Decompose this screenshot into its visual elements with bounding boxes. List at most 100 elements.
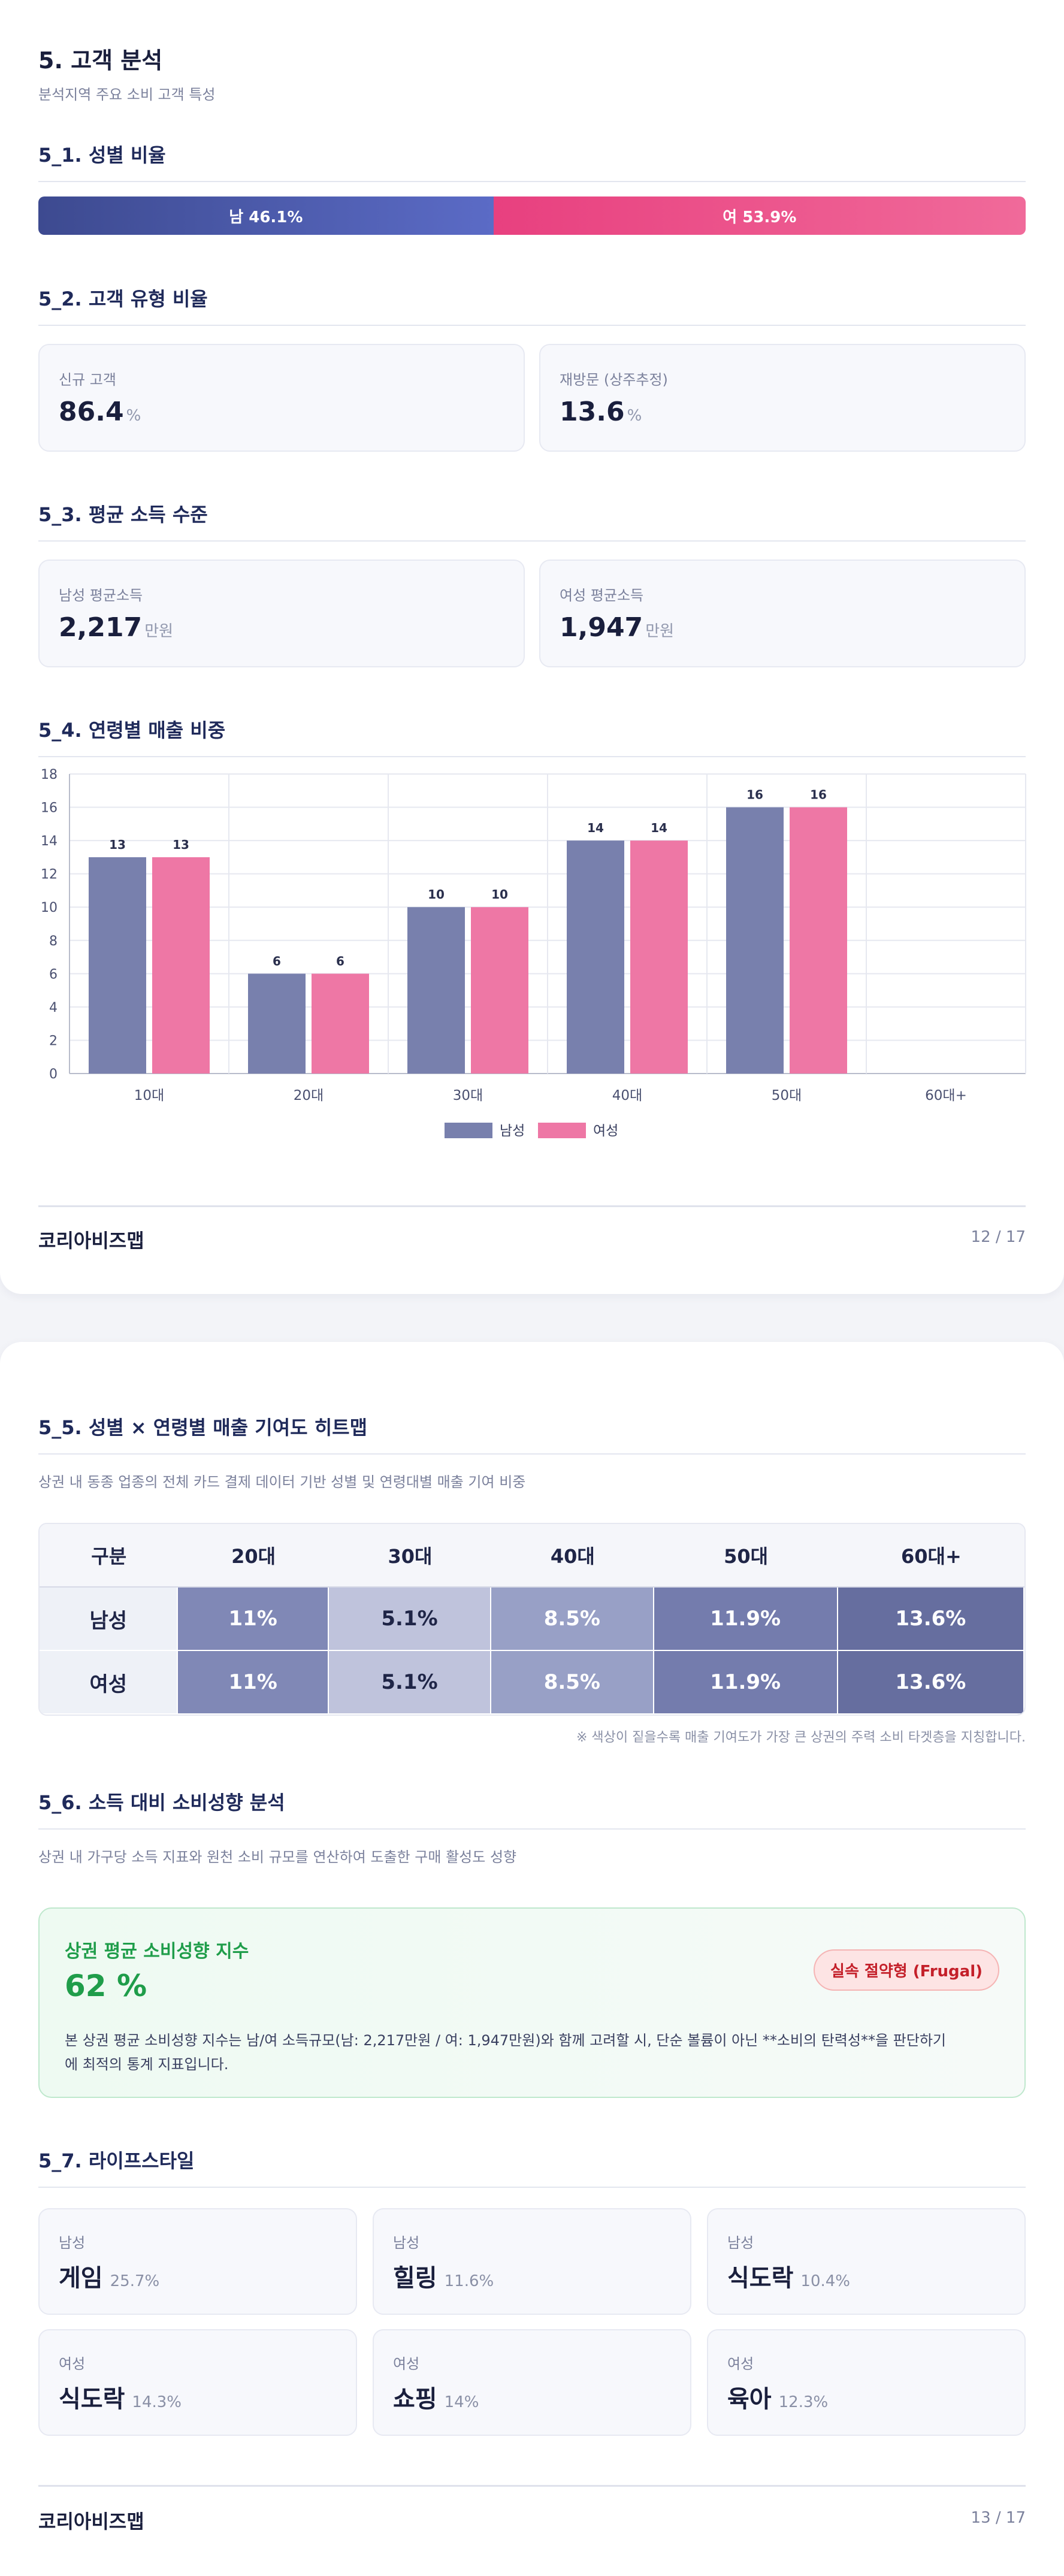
heatmap-cell: 8.5% [491, 1651, 654, 1715]
heatmap-cell: 13.6% [838, 1651, 1024, 1715]
female-income-number: 1,947 [560, 612, 643, 643]
new-customer-label: 신규 고객 [59, 371, 116, 388]
new-customer-value: 86.4% [59, 397, 141, 427]
section-divider [38, 325, 1026, 326]
bar-value-label: 6 [273, 954, 281, 968]
x-tick-label: 50대 [772, 1088, 802, 1103]
lifestyle-name: 식도락 [727, 2264, 794, 2292]
bar-female [471, 907, 528, 1074]
heatmap-row-female: 여성 11% 5.1% 8.5% 11.9% 13.6% [40, 1651, 1024, 1715]
bar-female [790, 807, 847, 1074]
lifestyle-card: 남성 힐링 11.6% [373, 2208, 691, 2315]
y-tick-label: 12 [41, 867, 58, 882]
bar-value-label: 6 [336, 954, 344, 968]
lifestyle-name: 힐링 [393, 2264, 437, 2292]
heatmap-row-label: 여성 [40, 1651, 179, 1715]
bar-value-label: 16 [810, 788, 827, 802]
lifestyle-main: 쇼핑 14% [393, 2380, 479, 2414]
heatmap-cell: 11.9% [654, 1588, 838, 1651]
bar-male [89, 857, 146, 1074]
lifestyle-gender: 여성 [727, 2356, 754, 2372]
section-divider [38, 2187, 1026, 2188]
heatmap-header-row: 구분 20대 30대 40대 50대 60대+ [40, 1524, 1024, 1588]
section-divider [38, 1828, 1026, 1830]
heatmap-description: 상권 내 동종 업종의 전체 카드 결제 데이터 기반 성별 및 연령대별 매출… [38, 1474, 526, 1490]
legend-label-male: 남성 [500, 1123, 525, 1138]
bar-male [726, 807, 784, 1074]
footer-divider [38, 1205, 1026, 1207]
report-page-13: 5_5. 성별 × 연령별 매출 기여도 히트맵 상권 내 동종 업종의 전체 … [0, 1342, 1064, 2576]
gender-ratio-bar: 남 46.1% 여 53.9% [38, 196, 1026, 235]
heatmap-cell: 5.1% [328, 1651, 492, 1715]
heatmap-cell: 11% [178, 1588, 329, 1651]
new-customer-number: 86.4 [59, 397, 124, 427]
female-income-label: 여성 평균소득 [560, 587, 644, 604]
male-income-value: 2,217 만원 [59, 612, 173, 643]
heatmap-cell: 5.1% [328, 1588, 492, 1651]
returning-customer-value: 13.6% [560, 397, 642, 427]
female-ratio-segment: 여 53.9% [493, 196, 1026, 235]
y-tick-label: 4 [49, 1000, 58, 1015]
lifestyle-percent: 11.6% [444, 2272, 494, 2290]
gender-age-heatmap: 구분 20대 30대 40대 50대 60대+ 남성 11% 5.1% 8.5%… [38, 1523, 1026, 1716]
lifestyle-main: 식도락 14.3% [59, 2380, 182, 2414]
section-divider [38, 540, 1026, 542]
bar-value-label: 16 [746, 788, 763, 802]
lifestyle-main: 게임 25.7% [59, 2258, 159, 2293]
x-tick-label: 30대 [453, 1088, 483, 1103]
bar-value-label: 14 [651, 821, 667, 835]
y-tick-label: 6 [49, 967, 58, 982]
heatmap-header-cell: 60대+ [838, 1524, 1024, 1588]
heatmap-cell: 13.6% [838, 1588, 1024, 1651]
report-page-12: 5. 고객 분석 분석지역 주요 소비 고객 특성 5_1. 성별 비율 남 4… [0, 0, 1064, 1294]
x-tick-label: 10대 [134, 1088, 164, 1103]
lifestyle-percent: 12.3% [778, 2393, 829, 2411]
currency-unit: 만원 [144, 622, 174, 640]
section-title-age-sales: 5_4. 연령별 매출 비중 [38, 719, 226, 742]
percent-unit: % [627, 407, 642, 425]
bar-male [567, 840, 624, 1074]
legend-label-female: 여성 [593, 1123, 618, 1138]
footer-brand: 코리아비즈맵 [38, 2510, 144, 2533]
lifestyle-name: 육아 [727, 2385, 772, 2413]
bar-value-label: 13 [173, 837, 189, 852]
bar-female [630, 840, 688, 1074]
x-tick-label: 40대 [612, 1088, 642, 1103]
heatmap-header-cell: 구분 [40, 1524, 179, 1588]
y-tick-label: 0 [49, 1067, 58, 1082]
bar-male [248, 973, 306, 1074]
lifestyle-name: 식도락 [59, 2385, 125, 2413]
heatmap-cell: 11% [178, 1651, 329, 1715]
spending-type-badge: 실속 절약형 (Frugal) [814, 1949, 999, 1991]
lifestyle-percent: 14% [444, 2393, 479, 2411]
lifestyle-name: 쇼핑 [393, 2385, 437, 2413]
heatmap-header-cell: 40대 [491, 1524, 654, 1588]
legend-swatch-female [538, 1123, 586, 1138]
heatmap-header-cell: 20대 [178, 1524, 329, 1588]
bar-female [152, 857, 210, 1074]
page-number: 13 / 17 [971, 2509, 1026, 2527]
lifestyle-card: 남성 식도락 10.4% [707, 2208, 1026, 2315]
lifestyle-gender: 남성 [727, 2235, 754, 2251]
x-tick-label: 20대 [294, 1088, 324, 1103]
legend-swatch-male [445, 1123, 492, 1138]
spending-index-title: 상권 평균 소비성향 지수 [65, 1941, 249, 1962]
male-ratio-segment: 남 46.1% [38, 196, 494, 235]
heatmap-cell: 8.5% [491, 1588, 654, 1651]
heatmap-header-cell: 50대 [654, 1524, 838, 1588]
lifestyle-gender: 남성 [59, 2235, 86, 2251]
male-income-card: 남성 평균소득 2,217 만원 [38, 560, 525, 667]
x-tick-label: 60대+ [925, 1088, 967, 1103]
y-tick-label: 14 [41, 834, 58, 849]
bar-value-label: 13 [109, 837, 126, 852]
footer-divider [38, 2485, 1026, 2487]
bar-male [407, 907, 465, 1074]
lifestyle-gender: 여성 [393, 2356, 420, 2372]
lifestyle-gender: 남성 [393, 2235, 420, 2251]
male-income-label: 남성 평균소득 [59, 587, 143, 604]
section-title-lifestyle: 5_7. 라이프스타일 [38, 2149, 195, 2172]
spending-index-card: 상권 평균 소비성향 지수 62 % 실속 절약형 (Frugal) 본 상권 … [38, 1907, 1026, 2098]
section-title-gender-ratio: 5_1. 성별 비율 [38, 144, 166, 167]
heatmap-cell: 11.9% [654, 1651, 838, 1715]
section-title-income: 5_3. 평균 소득 수준 [38, 503, 208, 526]
